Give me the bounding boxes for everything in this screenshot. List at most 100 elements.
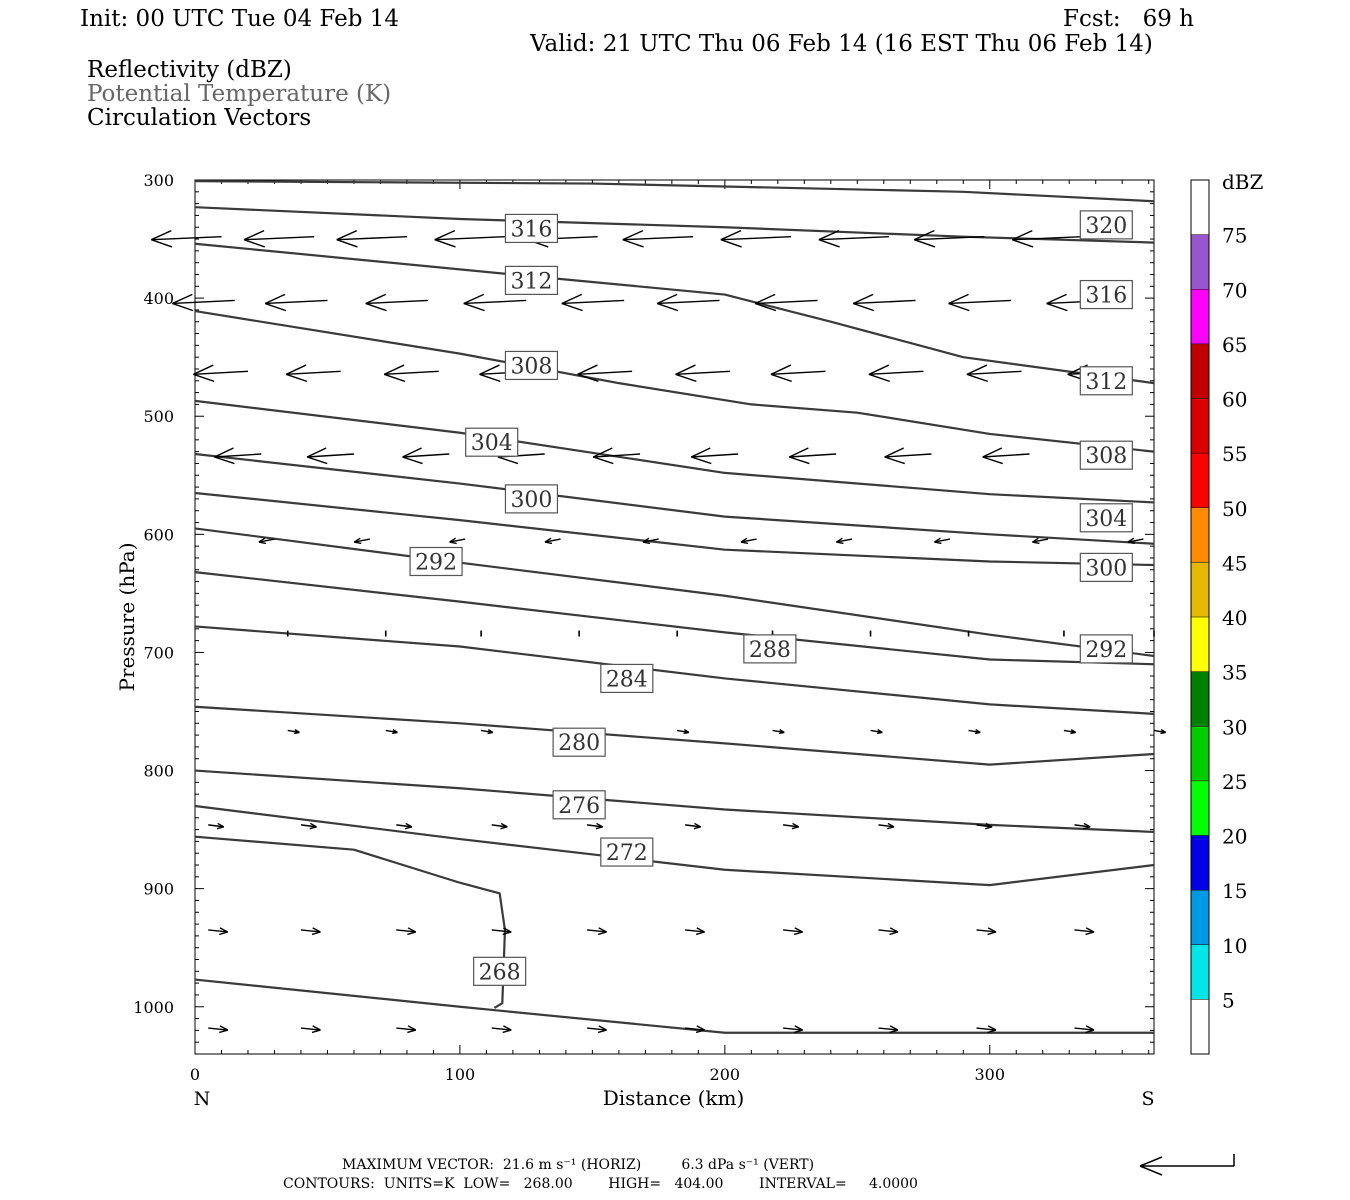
circulation-vector xyxy=(685,822,702,830)
vector-head xyxy=(463,293,485,305)
contour-label-box xyxy=(1079,634,1133,664)
circulation-vector xyxy=(968,728,981,735)
vector-shaft xyxy=(586,824,603,828)
contour-label-box xyxy=(1079,503,1133,533)
vector-shaft xyxy=(1032,538,1049,543)
vector-head xyxy=(836,537,843,543)
contour-label-box xyxy=(743,634,797,664)
isentrope-292 xyxy=(194,527,1155,658)
circulation-vector xyxy=(783,1025,803,1034)
vector-shaft xyxy=(836,538,853,543)
vector-head xyxy=(887,822,895,828)
contour-label: 284 xyxy=(606,667,648,692)
vector-head xyxy=(405,822,413,828)
circulation-vector xyxy=(385,728,398,735)
vector-head xyxy=(407,1025,417,1031)
circulation-vector xyxy=(976,927,997,936)
vector-head xyxy=(597,1029,607,1034)
vector-head xyxy=(497,456,519,465)
circulation-vector xyxy=(976,822,993,830)
circulation-vector xyxy=(690,447,739,465)
vector-head xyxy=(966,373,989,383)
vector-head xyxy=(788,447,809,458)
vector-head xyxy=(312,1025,321,1031)
vector-head xyxy=(889,931,899,936)
vector-shaft xyxy=(1074,1027,1095,1031)
vector-shaft xyxy=(691,453,739,458)
vector-shaft xyxy=(402,453,450,458)
vector-shaft xyxy=(914,235,985,241)
colorbar-label: 45 xyxy=(1222,551,1247,575)
circulation-vector xyxy=(396,1025,417,1034)
isentrope-300 xyxy=(194,452,1155,545)
vector-shaft xyxy=(1012,235,1083,241)
vector-head xyxy=(561,293,583,305)
vector-head xyxy=(219,931,228,936)
vector-head xyxy=(151,230,172,241)
circulation-vector xyxy=(300,1025,321,1034)
vector-head xyxy=(258,541,267,545)
circulation-vector xyxy=(622,230,694,248)
vector-head xyxy=(593,456,614,465)
colorbar-label: 30 xyxy=(1222,715,1247,739)
colorbar-unit: dBZ xyxy=(1222,170,1264,194)
vector-head xyxy=(1032,541,1040,545)
vector-head xyxy=(1046,293,1067,305)
ref-head xyxy=(1139,1165,1163,1176)
circulation-vector xyxy=(491,927,512,936)
vector-head xyxy=(487,731,493,735)
vector-head xyxy=(463,302,485,312)
vector-shaft xyxy=(1063,729,1076,734)
colorbar-outline xyxy=(1190,179,1210,1055)
ref-head xyxy=(1139,1156,1163,1167)
vector-head xyxy=(656,293,678,305)
contour-label-box xyxy=(552,727,606,757)
vector-head xyxy=(987,1029,997,1034)
isentrope-304 xyxy=(194,399,1155,504)
circulation-vector xyxy=(306,447,354,465)
circulation-vector xyxy=(208,822,225,830)
circulation-vector xyxy=(677,728,690,735)
circulation-vector xyxy=(365,293,429,312)
y-tick-label: 800 xyxy=(143,762,174,781)
contour-label-box xyxy=(409,546,463,577)
vector-head xyxy=(778,731,785,735)
vector-shaft xyxy=(853,299,916,305)
vector-head xyxy=(577,364,598,375)
vector-shaft xyxy=(1074,824,1091,828)
vector-head xyxy=(695,931,705,936)
colorbar-band xyxy=(1191,562,1209,617)
circulation-vector xyxy=(577,364,633,383)
vector-head xyxy=(404,826,413,830)
vector-shaft xyxy=(783,929,803,933)
vector-shaft xyxy=(948,299,1011,305)
vector-head xyxy=(500,822,508,828)
vector-head xyxy=(740,537,748,543)
y-tick-label: 300 xyxy=(143,171,174,190)
vector-head xyxy=(595,826,603,830)
vector-shaft xyxy=(286,370,341,376)
vector-head xyxy=(690,447,711,458)
circulation-vector xyxy=(151,230,222,248)
contour-label: 292 xyxy=(1085,638,1127,663)
circulation-vector xyxy=(685,927,705,936)
vector-shaft xyxy=(265,299,328,305)
vector-shaft xyxy=(214,453,262,458)
circulation-vector xyxy=(208,1025,229,1034)
vector-head xyxy=(502,1029,512,1034)
vector-shaft xyxy=(868,370,924,376)
vector-head xyxy=(1083,826,1091,830)
vector-shaft xyxy=(300,824,317,828)
circulation-vector xyxy=(353,537,370,545)
circulation-vector xyxy=(491,1025,512,1034)
vector-head xyxy=(789,456,810,465)
colorbar-band xyxy=(1191,617,1209,672)
vector-head xyxy=(852,293,874,305)
vector-head xyxy=(987,927,997,933)
contour-info-caption: CONTOURS: UNITS=K LOW= 268.00 HIGH= 404.… xyxy=(283,1176,918,1192)
vector-head xyxy=(696,927,705,933)
circulation-vector xyxy=(1032,537,1049,545)
vector-head xyxy=(913,230,935,241)
vector-head xyxy=(383,364,405,375)
